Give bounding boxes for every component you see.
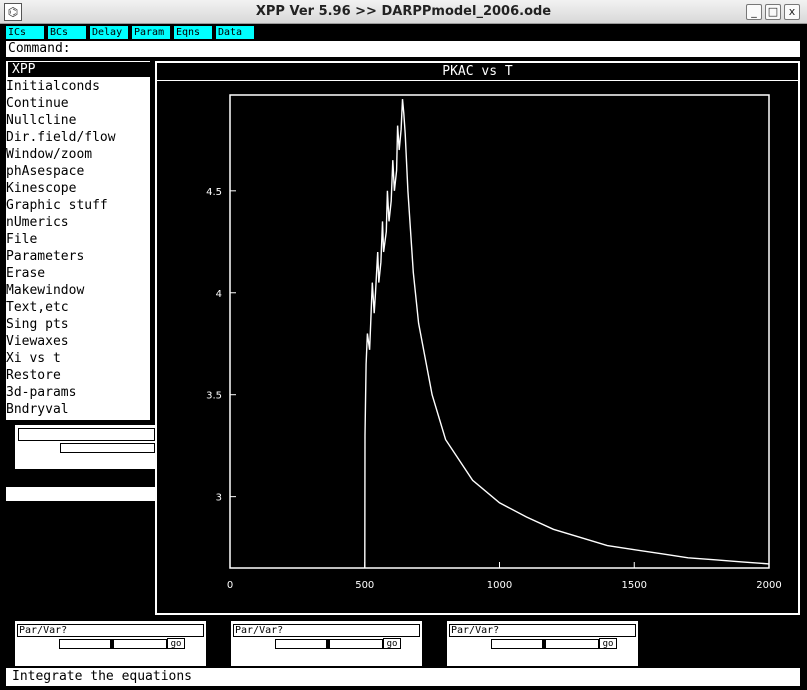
menu-item[interactable]: 3d-params bbox=[6, 385, 77, 400]
slider-go-button[interactable]: go bbox=[383, 638, 401, 649]
menu-item[interactable]: Continue bbox=[6, 96, 69, 111]
menu-item[interactable]: phAsespace bbox=[6, 164, 85, 179]
menu-item[interactable]: Nullcline bbox=[6, 113, 77, 128]
slider-param-field[interactable]: Par/Var? bbox=[233, 624, 420, 637]
slider-panel-3: Par/Var? go bbox=[447, 621, 638, 666]
slider-track[interactable] bbox=[491, 639, 599, 649]
x-tick-label: 2000 bbox=[756, 580, 781, 591]
command-label: Command: bbox=[8, 41, 71, 56]
y-tick-label: 4 bbox=[216, 289, 222, 300]
menu-item[interactable]: Kinescope bbox=[6, 181, 77, 196]
param-button[interactable]: Param bbox=[132, 26, 170, 39]
slider-track[interactable] bbox=[275, 639, 383, 649]
window-title: XPP Ver 5.96 >> DARPPmodel_2006.ode bbox=[255, 4, 552, 19]
menu-item[interactable]: Bndryval bbox=[6, 402, 69, 417]
x-tick-label: 1500 bbox=[622, 580, 647, 591]
close-button[interactable]: x bbox=[784, 4, 800, 20]
graph-window[interactable]: PKAC vs T 0 500 1000 1500 2000 3 3.5 4 4.5 bbox=[155, 61, 800, 615]
bcs-button[interactable]: BCs bbox=[48, 26, 86, 39]
ics-button[interactable]: ICs bbox=[6, 26, 44, 39]
x-tick-label: 0 bbox=[227, 580, 233, 591]
menu-item[interactable]: Sing pts bbox=[6, 317, 69, 332]
menu-item[interactable]: nUmerics bbox=[6, 215, 69, 230]
plot-frame bbox=[229, 94, 770, 569]
command-bar[interactable]: Command: bbox=[6, 41, 800, 57]
menu-item[interactable]: Initialconds bbox=[6, 79, 100, 94]
minimize-button[interactable]: _ bbox=[746, 4, 762, 20]
plot: 0 500 1000 1500 2000 3 3.5 4 4.5 bbox=[206, 94, 782, 591]
title-bar: ⌬ XPP Ver 5.96 >> DARPPmodel_2006.ode _ … bbox=[0, 0, 807, 24]
slider-go-button[interactable]: go bbox=[599, 638, 617, 649]
menu-title: XPP bbox=[8, 62, 150, 77]
slider-thumb[interactable] bbox=[542, 640, 546, 648]
menu-item[interactable]: Viewaxes bbox=[6, 334, 69, 349]
status-text: Integrate the equations bbox=[12, 669, 193, 684]
main-menu: XPP Initialconds Continue Nullcline Dir.fie… bbox=[6, 61, 150, 420]
menu-item[interactable]: Window/zoom bbox=[6, 147, 93, 162]
slider-track[interactable] bbox=[59, 639, 167, 649]
slider-panel-2: Par/Var? go bbox=[231, 621, 422, 666]
eqns-button[interactable]: Eqns bbox=[174, 26, 212, 39]
slider-param-field[interactable]: Par/Var? bbox=[17, 624, 204, 637]
maximize-button[interactable]: □ bbox=[765, 4, 781, 20]
info-strip bbox=[6, 487, 155, 501]
x-tick-label: 1000 bbox=[487, 580, 512, 591]
menu-item[interactable]: Dir.field/flow bbox=[6, 130, 116, 145]
slider-panel-1: Par/Var? go bbox=[15, 621, 206, 666]
menu-item[interactable]: Graphic stuff bbox=[6, 198, 108, 213]
graph-title: PKAC vs T bbox=[157, 63, 798, 81]
menu-item[interactable]: File bbox=[6, 232, 38, 247]
info-field-bottom bbox=[60, 443, 155, 453]
x-tick-label: 500 bbox=[355, 580, 374, 591]
y-tick-label: 4.5 bbox=[206, 187, 222, 198]
app-icon[interactable]: ⌬ bbox=[4, 3, 22, 21]
menu-item[interactable]: Makewindow bbox=[6, 283, 85, 298]
slider-thumb[interactable] bbox=[326, 640, 330, 648]
info-field-top bbox=[18, 428, 155, 441]
menu-item[interactable]: Text,etc bbox=[6, 300, 69, 315]
delay-button[interactable]: Delay bbox=[90, 26, 128, 39]
slider-param-field[interactable]: Par/Var? bbox=[449, 624, 636, 637]
data-button[interactable]: Data bbox=[216, 26, 254, 39]
series-line-pkac bbox=[364, 99, 770, 569]
info-panel bbox=[15, 425, 155, 469]
y-tick-label: 3.5 bbox=[206, 391, 222, 402]
status-bar: Integrate the equations bbox=[6, 668, 800, 686]
slider-thumb[interactable] bbox=[110, 640, 114, 648]
menu-item[interactable]: Parameters bbox=[6, 249, 85, 264]
y-tick-label: 3 bbox=[216, 493, 222, 504]
menu-item[interactable]: Erase bbox=[6, 266, 46, 281]
menu-item[interactable]: Restore bbox=[6, 368, 61, 383]
menu-item[interactable]: Xi vs t bbox=[6, 351, 61, 366]
slider-go-button[interactable]: go bbox=[167, 638, 185, 649]
